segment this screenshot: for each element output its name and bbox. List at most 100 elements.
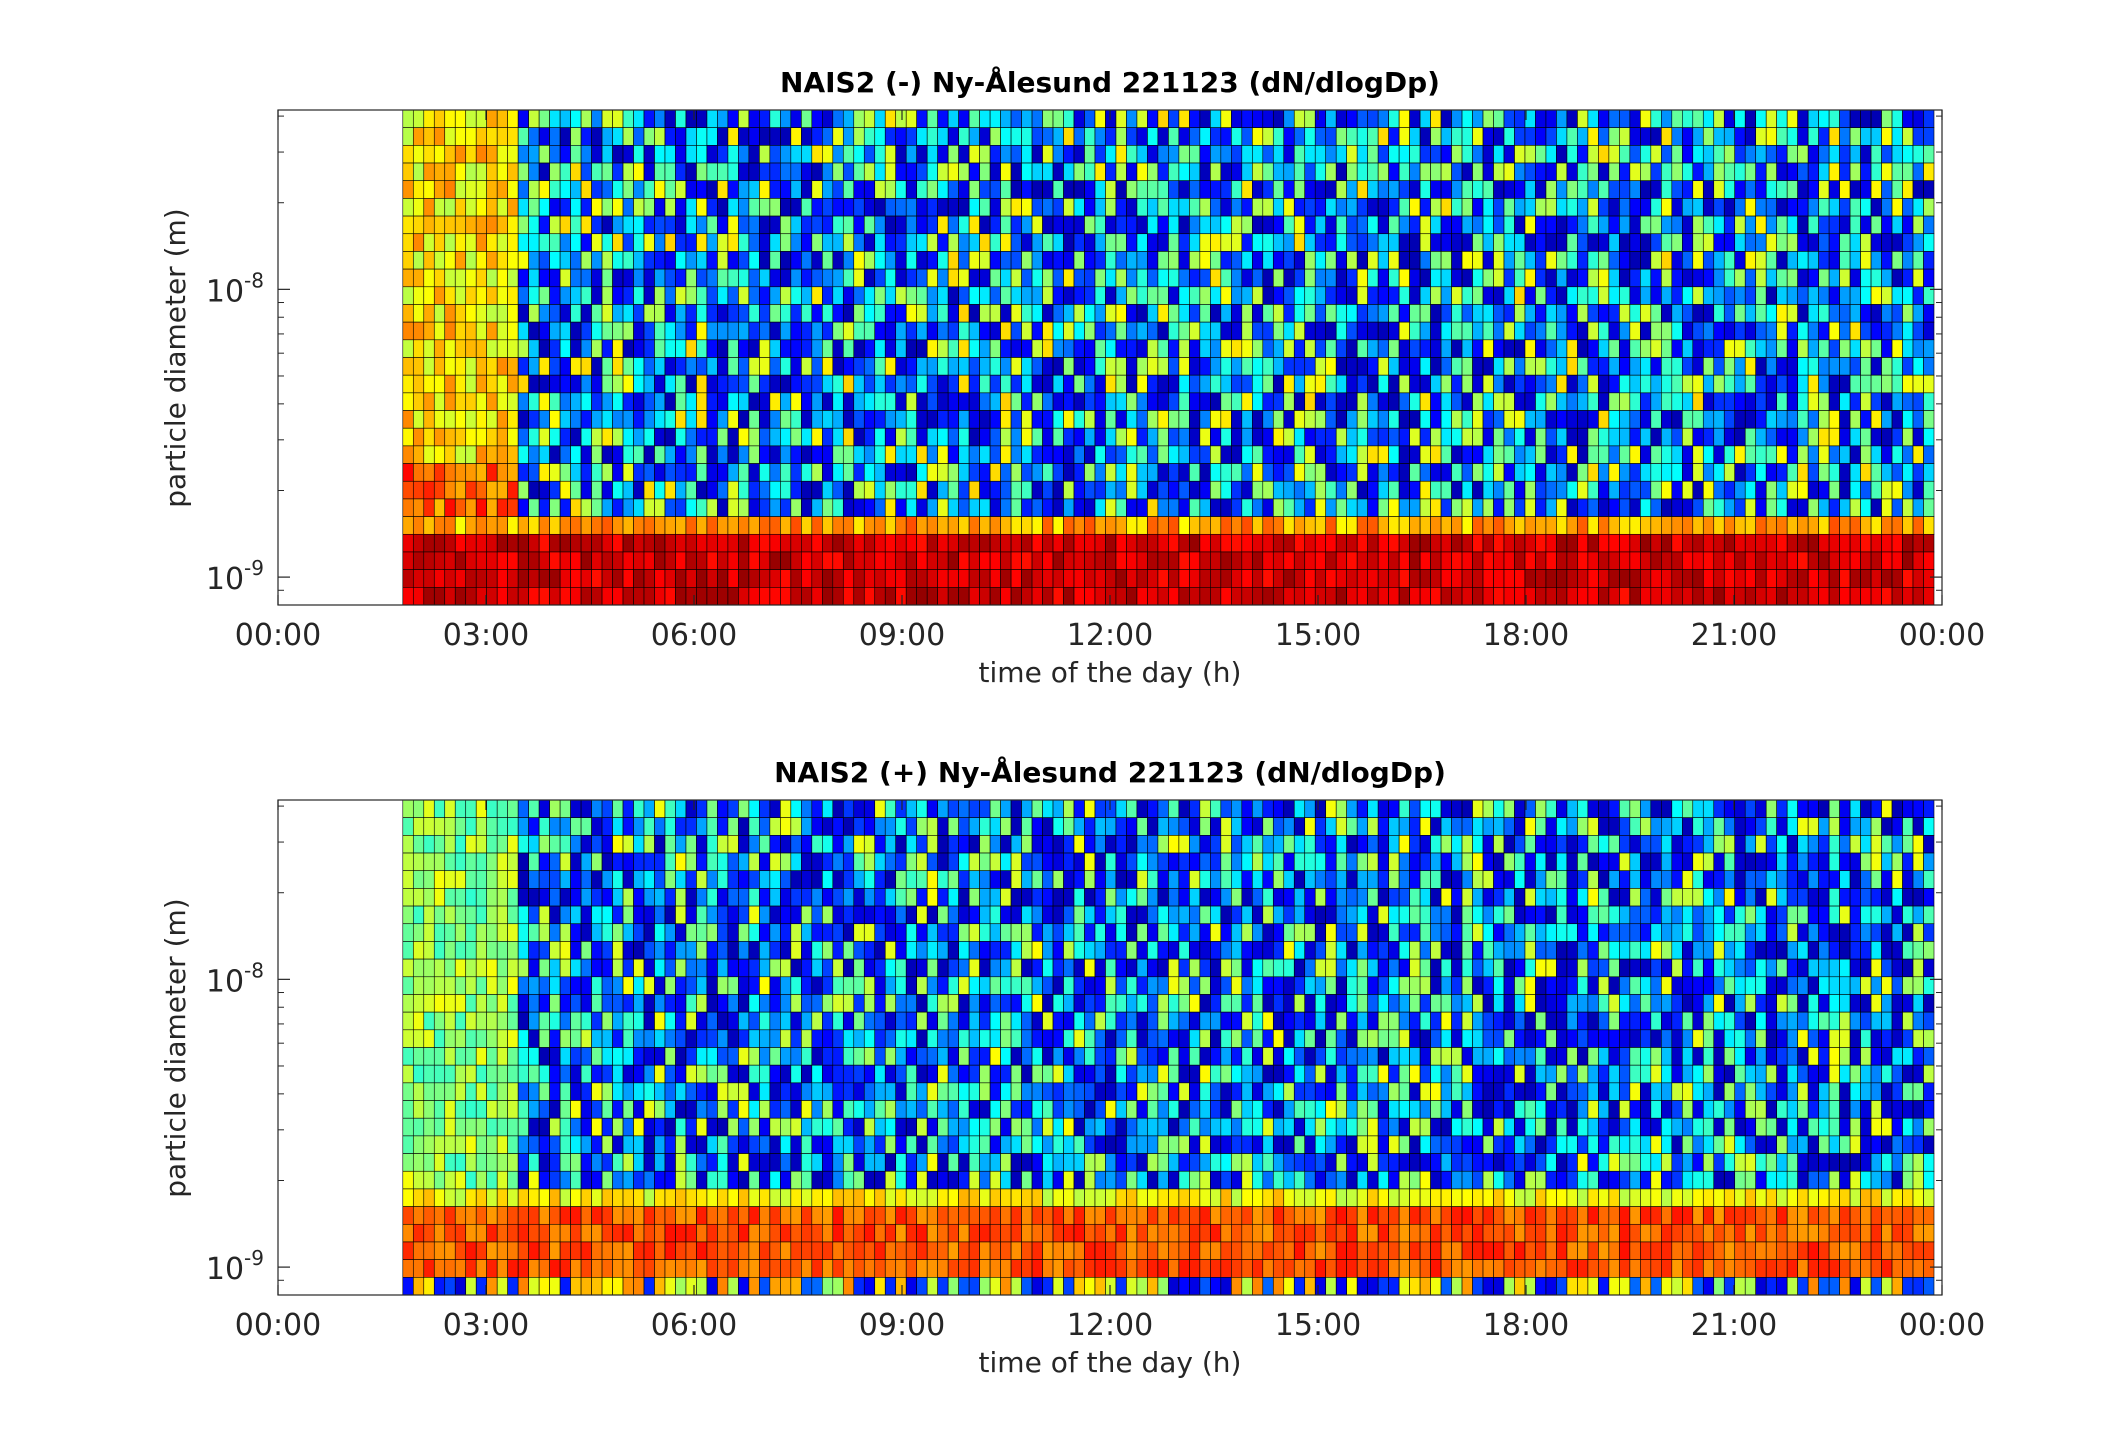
heatmap-cell [884, 569, 897, 588]
heatmap-cell [549, 1064, 561, 1084]
heatmap-cell [1514, 109, 1526, 128]
heatmap-cell [475, 1117, 487, 1137]
heatmap-cell [423, 445, 435, 464]
heatmap-cell [402, 1188, 414, 1207]
heatmap-cell [1556, 498, 1568, 517]
heatmap-cell [654, 357, 666, 376]
heatmap-cell [1084, 304, 1096, 323]
heatmap-cell [1493, 145, 1505, 164]
heatmap-cell [1042, 127, 1054, 146]
heatmap-cell [926, 498, 938, 517]
heatmap-cell [1524, 145, 1536, 164]
heatmap-cell [1052, 286, 1064, 305]
heatmap-cell [402, 339, 414, 358]
heatmap-cell [696, 286, 708, 305]
heatmap-cell [549, 888, 561, 907]
heatmap-cell [433, 445, 446, 464]
heatmap-cell [1356, 180, 1368, 199]
heatmap-cell [1356, 480, 1368, 500]
heatmap-cell [412, 1011, 425, 1031]
heatmap-cell [622, 1241, 634, 1260]
heatmap-cell [1293, 410, 1306, 429]
heatmap-cell [1702, 516, 1715, 535]
heatmap-cell [1440, 357, 1452, 376]
heatmap-cell [1430, 445, 1442, 464]
heatmap-cell [895, 498, 907, 517]
heatmap-cell [1503, 162, 1515, 182]
heatmap-cell [696, 339, 708, 358]
heatmap-cell [1671, 286, 1683, 305]
heatmap-cell [1734, 569, 1746, 588]
heatmap-cell [1818, 516, 1830, 535]
heatmap-cell [1765, 357, 1777, 376]
heatmap-cell [1031, 321, 1043, 341]
heatmap-cell [675, 533, 687, 553]
heatmap-cell [664, 941, 676, 960]
heatmap-cell [696, 941, 708, 960]
heatmap-cell [937, 463, 949, 482]
heatmap-cell [822, 215, 834, 235]
heatmap-cell [654, 1135, 666, 1154]
heatmap-cell [1094, 268, 1106, 288]
heatmap-cell [496, 1259, 508, 1278]
heatmap-cell [1356, 569, 1368, 588]
heatmap-cell [1797, 587, 1809, 606]
heatmap-cell [1105, 374, 1117, 394]
heatmap-cell [475, 410, 487, 429]
heatmap-cell [1661, 498, 1673, 517]
heatmap-cell [1891, 233, 1903, 252]
heatmap-cell [1189, 587, 1201, 606]
heatmap-cell [1640, 109, 1652, 128]
heatmap-cell [1042, 198, 1054, 217]
heatmap-cell [1356, 357, 1368, 376]
heatmap-cell [1304, 180, 1316, 199]
heatmap-cell [1828, 516, 1840, 535]
heatmap-cell [842, 374, 855, 394]
heatmap-cell [832, 569, 844, 588]
heatmap-cell [601, 374, 613, 394]
heatmap-cell [895, 321, 907, 341]
heatmap-cell [517, 852, 529, 872]
heatmap-cell [1189, 304, 1201, 323]
heatmap-cell [1042, 445, 1054, 464]
heatmap-cell [654, 1206, 666, 1225]
heatmap-cell [1807, 410, 1819, 429]
heatmap-cell [1566, 215, 1578, 235]
heatmap-cell [1755, 463, 1767, 482]
heatmap-cell [1891, 498, 1903, 517]
heatmap-cell [486, 852, 498, 872]
heatmap-cell [1335, 180, 1347, 199]
heatmap-cell [1619, 339, 1631, 358]
heatmap-cell [1262, 215, 1274, 235]
heatmap-cell [496, 127, 508, 146]
heatmap-cell [486, 215, 498, 235]
heatmap-cell [612, 109, 624, 128]
heatmap-cell [622, 533, 634, 553]
heatmap-cell [1451, 410, 1463, 429]
heatmap-cell [580, 817, 592, 836]
heatmap-cell [412, 180, 425, 199]
heatmap-cell [654, 976, 666, 995]
heatmap-cell [622, 516, 634, 535]
heatmap-cell [1514, 162, 1526, 182]
heatmap-cell [496, 958, 508, 978]
heatmap-cell [1241, 392, 1253, 411]
heatmap-cell [433, 835, 446, 854]
heatmap-cell [654, 516, 666, 535]
heatmap-cell [1199, 109, 1211, 128]
heatmap-cell [465, 445, 477, 464]
heatmap-cell [863, 498, 876, 517]
heatmap-cell [454, 1170, 467, 1190]
heatmap-cell [696, 463, 708, 482]
heatmap-cell [696, 1135, 708, 1154]
heatmap-cell [1723, 286, 1736, 305]
heatmap-cell [1084, 427, 1096, 447]
heatmap-cell [1839, 215, 1851, 235]
heatmap-cell [538, 1223, 550, 1243]
heatmap-cell [423, 1047, 435, 1066]
heatmap-cell [947, 145, 959, 164]
heatmap-cell [1619, 145, 1631, 164]
heatmap-cell [1168, 374, 1180, 394]
heatmap-cell [454, 551, 467, 570]
heatmap-cell [423, 109, 435, 128]
